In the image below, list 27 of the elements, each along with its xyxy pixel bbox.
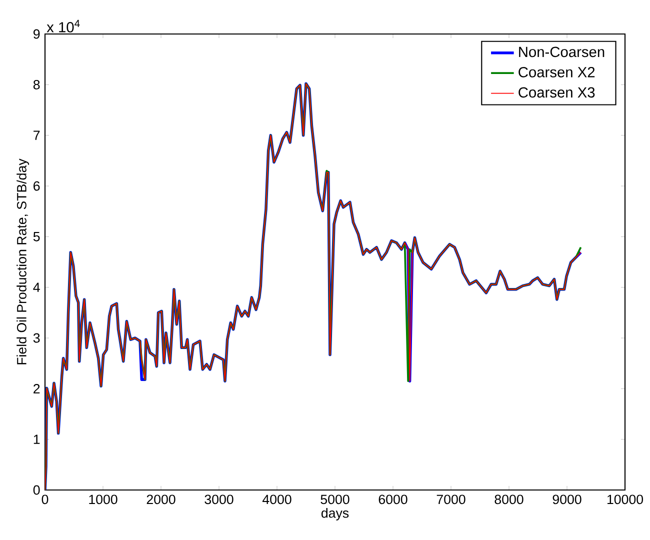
y-tick-label: 5 <box>33 232 40 242</box>
x-tick-label: 2000 <box>146 494 176 504</box>
x-tick-label: 0 <box>42 494 48 504</box>
x-tick-label: 8000 <box>494 494 524 504</box>
y-tick-label: 3 <box>33 333 40 343</box>
x-tick-label: 6000 <box>378 494 408 504</box>
x-tick-label: 9000 <box>552 494 582 504</box>
legend-label: Coarsen X2 <box>518 66 595 78</box>
legend-label: Non-Coarsen <box>519 46 604 58</box>
x-tick-label: 5000 <box>320 494 350 504</box>
y-tick-label: 2 <box>34 384 40 394</box>
text: x 10$^{4}$ <box>46 20 80 32</box>
y-tick-label: 7 <box>34 130 40 140</box>
x-axis-title: days <box>321 508 349 520</box>
x-tick-label: 10000 <box>607 494 644 504</box>
y-axis-title: Field Oil Production Rate, STB/day <box>16 158 30 364</box>
x-tick-label: 3000 <box>204 494 234 504</box>
x-tick-label: 4000 <box>262 494 292 504</box>
legend-label: Coarsen X3 <box>518 87 595 98</box>
y-tick-label: 4 <box>33 282 40 292</box>
y-tick-label: 9 <box>34 29 40 39</box>
y-tick-label: 8 <box>33 80 40 90</box>
x-tick-label: 7000 <box>436 494 466 504</box>
y-tick-label: 0 <box>33 485 40 495</box>
x-tick-label: 1000 <box>89 494 118 504</box>
y-tick-label: 6 <box>34 181 40 191</box>
y-tick-label: 1 <box>34 434 40 444</box>
